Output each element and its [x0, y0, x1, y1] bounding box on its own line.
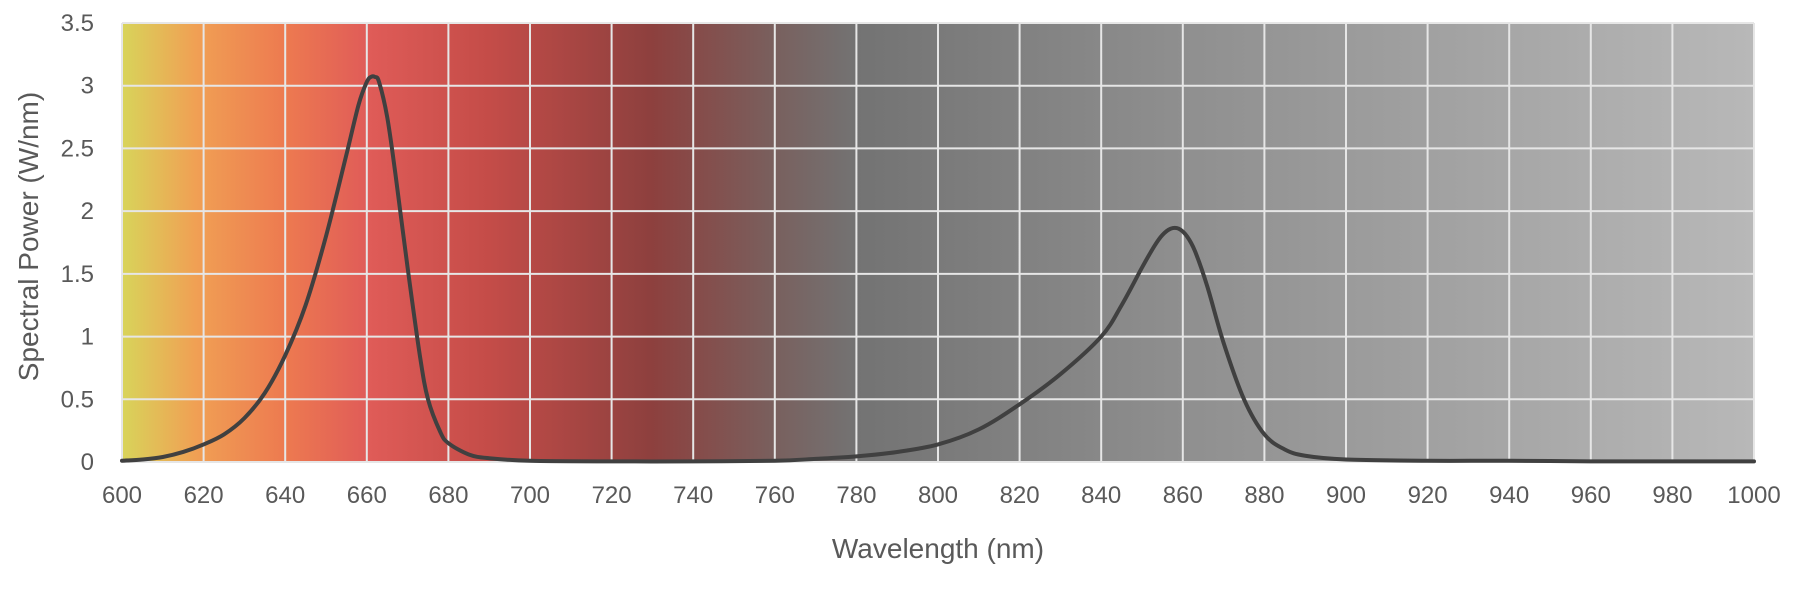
x-tick-label: 780	[836, 482, 876, 509]
x-tick-label: 1000	[1727, 482, 1780, 509]
x-tick-label: 920	[1408, 482, 1448, 509]
x-tick-label: 960	[1571, 482, 1611, 509]
x-tick-label: 700	[510, 482, 550, 509]
x-tick-label: 800	[918, 482, 958, 509]
x-tick-label: 680	[428, 482, 468, 509]
x-tick-label: 620	[184, 482, 224, 509]
x-tick-label: 760	[755, 482, 795, 509]
y-tick-label: 2	[81, 198, 94, 225]
y-tick-label: 1.5	[61, 261, 94, 288]
y-axis-title: Spectral Power (W/nm)	[13, 92, 44, 381]
x-tick-label: 600	[102, 482, 142, 509]
x-tick-label: 720	[592, 482, 632, 509]
x-tick-label: 980	[1652, 482, 1692, 509]
series-line-0	[120, 74, 1756, 464]
y-tick-label: 3.5	[61, 10, 94, 37]
x-tick-label: 640	[265, 482, 305, 509]
x-axis-ticks: 600 620 640 660 680 700 720 740 760 780 800 820 840 8…	[102, 482, 1781, 509]
y-axis-ticks: 0 0.5 1 1.5 2 2.5 3 3.5	[61, 10, 94, 476]
x-tick-label: 840	[1081, 482, 1121, 509]
y-tick-label: 0	[81, 449, 94, 476]
x-tick-label: 880	[1244, 482, 1284, 509]
grid-lines	[121, 22, 1755, 463]
x-tick-label: 660	[347, 482, 387, 509]
y-tick-label: 1	[81, 324, 94, 351]
y-tick-label: 2.5	[61, 135, 94, 162]
x-tick-label: 900	[1326, 482, 1366, 509]
x-tick-label: 820	[1000, 482, 1040, 509]
x-tick-label: 740	[673, 482, 713, 509]
series-layer	[120, 74, 1756, 464]
x-tick-label: 860	[1163, 482, 1203, 509]
y-tick-label: 3	[81, 73, 94, 100]
x-axis-title: Wavelength (nm)	[832, 533, 1044, 564]
y-tick-label: 0.5	[61, 386, 94, 413]
x-tick-label: 940	[1489, 482, 1529, 509]
